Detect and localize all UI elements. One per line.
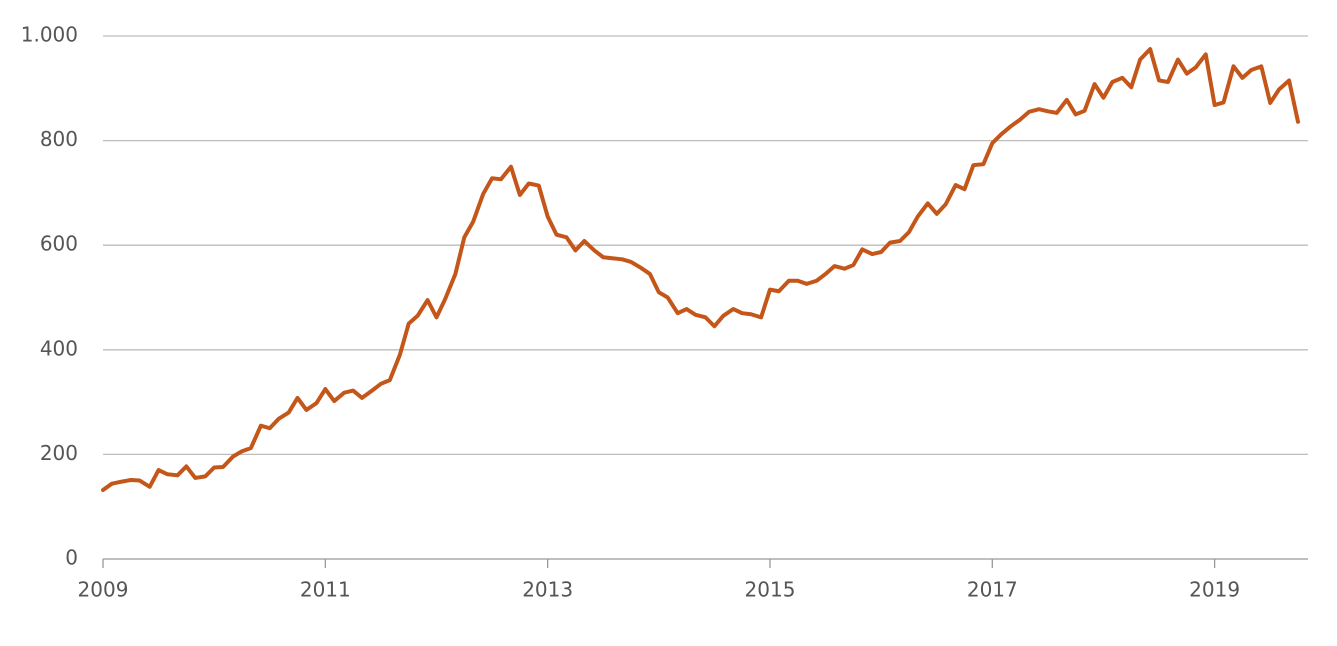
x-tick-label: 2017	[967, 578, 1018, 602]
y-tick-label: 600	[40, 232, 78, 256]
y-tick-label: 800	[40, 127, 78, 151]
x-tick-label: 2011	[300, 578, 351, 602]
x-tick-label: 2019	[1189, 578, 1240, 602]
data-line	[101, 47, 1300, 492]
y-tick-label: 200	[40, 441, 78, 465]
x-tick-label: 2015	[745, 578, 796, 602]
y-tick-label: 1.000	[21, 23, 78, 47]
x-tick-label: 2009	[78, 578, 129, 602]
y-tick-label: 0	[65, 546, 78, 570]
x-tick-label: 2013	[522, 578, 573, 602]
y-tick-label: 400	[40, 336, 78, 360]
